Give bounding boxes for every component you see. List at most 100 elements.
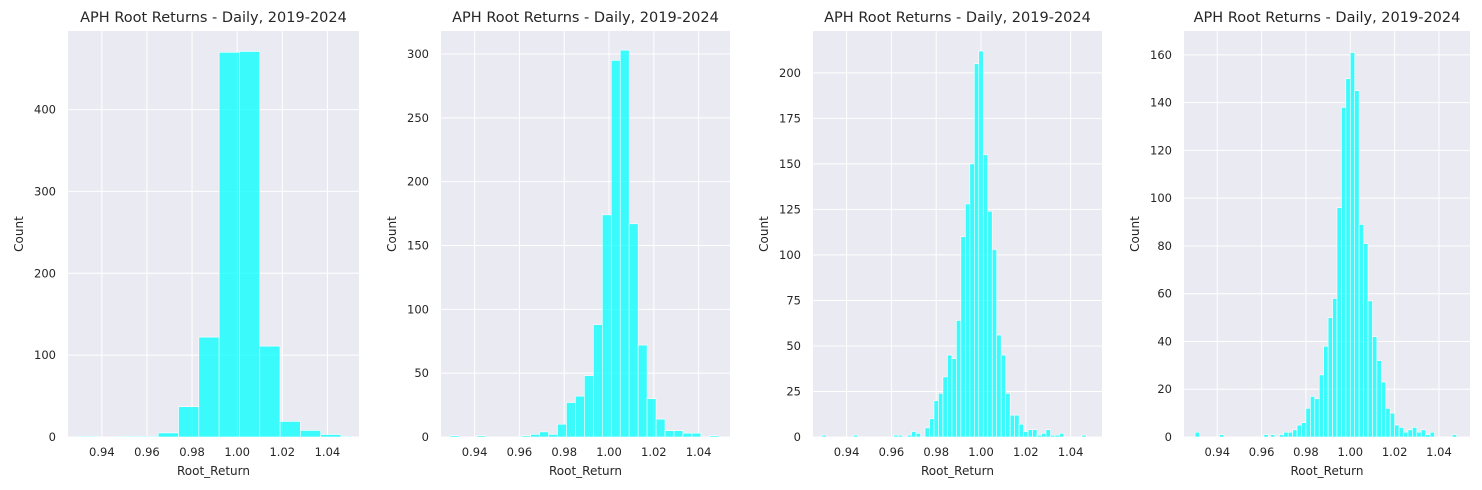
y-tick-label: 125 xyxy=(779,202,801,216)
histogram-bar xyxy=(906,434,912,438)
x-tick-label: 0.98 xyxy=(1293,445,1319,459)
x-axis-label: Root_Return xyxy=(177,464,250,478)
histogram-bar xyxy=(1349,52,1356,438)
histogram-bar xyxy=(602,214,612,438)
x-tick-label: 0.98 xyxy=(179,445,205,459)
histogram-bar xyxy=(1283,431,1289,438)
histogram-bar xyxy=(218,51,240,438)
histogram-bar xyxy=(300,430,321,438)
x-axis-label: Root_Return xyxy=(921,464,994,478)
histogram-bar xyxy=(655,418,666,438)
histogram-bar xyxy=(1194,431,1200,438)
x-tick-label: 1.02 xyxy=(1382,445,1408,459)
histogram-bar xyxy=(1000,354,1006,438)
histogram-bar xyxy=(279,421,301,438)
histogram-bar xyxy=(1420,429,1426,438)
histogram-bar xyxy=(1381,381,1387,438)
x-tick-label: 1.02 xyxy=(641,445,667,459)
histogram-bar xyxy=(1367,300,1373,438)
histogram-bar xyxy=(575,395,585,438)
histogram-bar xyxy=(1270,434,1276,438)
histogram-bar xyxy=(476,435,487,438)
histogram-bar xyxy=(691,432,702,438)
histogram-bar xyxy=(557,423,567,438)
subplot-4: 0.94 0.96 0.98 1.00 1.02 1.04 0 20 40 60 80 100 120 1… xyxy=(1128,10,1470,478)
histogram-bar xyxy=(1314,398,1320,438)
histogram-bar xyxy=(1287,431,1293,438)
histogram-bar xyxy=(1425,434,1431,438)
x-tick-label: 1.04 xyxy=(315,445,341,459)
histogram-bar xyxy=(1345,78,1351,438)
plot-background xyxy=(441,31,730,437)
y-axis-label: Count xyxy=(1128,216,1142,252)
histogram-bars xyxy=(76,51,353,438)
histogram-bar xyxy=(259,345,281,438)
histogram-bar xyxy=(664,430,675,438)
histogram-bar xyxy=(1032,429,1038,438)
x-tick-label: 0.98 xyxy=(551,445,577,459)
histogram-bar xyxy=(76,435,98,438)
histogram-bar xyxy=(938,393,944,438)
histogram-bars xyxy=(1194,52,1457,438)
histogram-bar xyxy=(911,431,917,438)
y-tick-label: 100 xyxy=(407,302,429,316)
y-tick-label: 400 xyxy=(34,103,56,117)
subplot-3: 0.94 0.96 0.98 1.00 1.02 1.04 0 25 50 75 100 125 150… xyxy=(757,10,1102,478)
y-tick-label: 175 xyxy=(779,111,801,125)
histogram-bar xyxy=(1318,374,1324,438)
histogram-bar xyxy=(987,210,993,438)
y-tick-label: 160 xyxy=(1150,48,1172,62)
histogram-bar xyxy=(673,430,684,438)
y-axis: 0 50 100 150 200 250 300 xyxy=(407,47,730,444)
y-tick-label: 75 xyxy=(786,293,801,307)
histogram-bars xyxy=(449,49,720,438)
y-tick-label: 0 xyxy=(49,430,56,444)
subplot-1: 0.94 0.96 0.98 1.00 1.02 1.04 0 100 200 300 400 APH… xyxy=(12,10,359,478)
histogram-bar xyxy=(1429,431,1435,438)
y-axis-label: Count xyxy=(757,216,771,252)
y-axis: 0 20 40 60 80 100 120 140 160 xyxy=(1150,48,1470,444)
histogram-bar xyxy=(853,434,859,438)
x-tick-label: 1.00 xyxy=(596,445,622,459)
x-tick-label: 0.96 xyxy=(1249,445,1275,459)
x-tick-label: 0.94 xyxy=(834,445,860,459)
histogram-bar xyxy=(637,344,648,438)
histogram-bar xyxy=(548,434,558,438)
subplot-2: 0.94 0.96 0.98 1.00 1.02 1.04 0 50 100 150 200 250 3… xyxy=(385,10,730,478)
histogram-bar xyxy=(709,435,720,438)
histogram-bar xyxy=(951,358,957,438)
y-tick-label: 20 xyxy=(1157,382,1172,396)
histogram-bar xyxy=(1376,360,1382,438)
histogram-bar xyxy=(1341,107,1347,438)
y-tick-label: 120 xyxy=(1150,143,1172,157)
y-axis: 0 25 50 75 100 125 150 175 200 xyxy=(779,66,1102,444)
histogram-bar xyxy=(1305,408,1311,438)
y-tick-label: 0 xyxy=(1165,430,1172,444)
histogram-bar xyxy=(1219,434,1225,438)
y-axis-label: Count xyxy=(385,216,399,252)
chart-title: APH Root Returns - Daily, 2019-2024 xyxy=(824,10,1091,26)
histogram-bar xyxy=(1059,433,1065,438)
chart-title: APH Root Returns - Daily, 2019-2024 xyxy=(80,10,347,26)
y-tick-label: 50 xyxy=(414,366,429,380)
y-tick-label: 200 xyxy=(407,175,429,189)
histogram-bar xyxy=(449,435,460,438)
histogram-bar xyxy=(1263,434,1269,438)
histogram-bar xyxy=(915,433,921,438)
histogram-bar xyxy=(1332,298,1338,438)
histogram-bar xyxy=(530,434,540,438)
y-tick-label: 150 xyxy=(779,157,801,171)
histogram-bar xyxy=(1327,317,1333,438)
histogram-bar xyxy=(539,431,549,438)
x-axis-label: Root_Return xyxy=(1290,464,1363,478)
x-tick-label: 0.96 xyxy=(879,445,905,459)
histogram-bar xyxy=(1323,345,1329,438)
histogram-bar xyxy=(593,324,603,438)
x-tick-label: 1.02 xyxy=(269,445,295,459)
histogram-bar xyxy=(610,60,621,438)
x-tick-label: 1.02 xyxy=(1013,445,1039,459)
y-tick-label: 150 xyxy=(407,238,429,252)
histogram-bar xyxy=(1054,434,1060,438)
histogram-bar xyxy=(628,223,639,438)
